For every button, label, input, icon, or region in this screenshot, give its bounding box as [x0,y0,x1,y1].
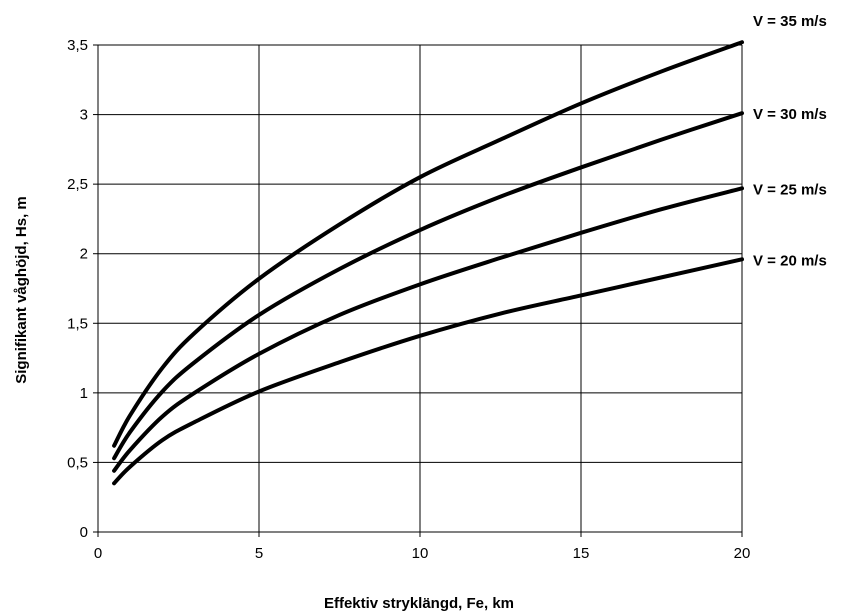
y-tick-label: 0 [80,524,88,541]
y-tick-label: 1 [80,385,88,402]
x-axis-title: Effektiv stryklängd, Fe, km [324,595,514,612]
series-label: V = 30 m/s [753,106,827,123]
y-axis-title: Signifikant våghöjd, Hs, m [13,196,30,384]
series-label: V = 35 m/s [753,13,827,30]
tick-labels: 0 5 10 15 20 0 0,5 1 1,5 2 2,5 3 3,5 [67,37,750,562]
x-tick-label: 10 [412,545,429,562]
series-line [112,257,744,486]
series-label: V = 25 m/s [753,181,827,198]
y-tick-label: 1,5 [67,315,88,332]
y-tick-label: 3 [80,107,88,124]
x-tick-label: 20 [734,545,751,562]
x-tick-label: 5 [255,545,263,562]
x-tick-label: 0 [94,545,102,562]
series-line [112,40,744,448]
y-tick-label: 0,5 [67,454,88,471]
y-tick-label: 2 [80,246,88,263]
axes [93,44,743,537]
series-labels: V = 20 m/s V = 25 m/s V = 30 m/s V = 35 m/s [753,13,827,269]
series-lines [112,40,744,486]
series-label: V = 20 m/s [753,252,827,269]
gridlines [97,44,743,533]
x-tick-label: 15 [573,545,590,562]
y-tick-label: 2,5 [67,176,88,193]
y-tick-label: 3,5 [67,37,88,54]
series-line [112,186,744,473]
series-line [112,111,744,461]
